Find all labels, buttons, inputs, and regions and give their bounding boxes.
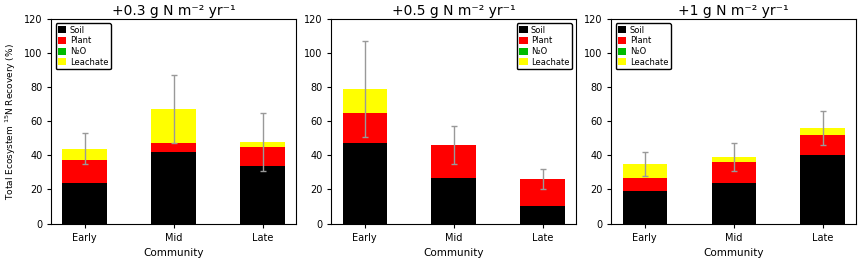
Bar: [63, 149, 107, 161]
Bar: [342, 113, 387, 143]
Bar: [342, 89, 387, 113]
X-axis label: Community: Community: [703, 248, 764, 258]
Bar: [801, 128, 845, 135]
Title: +0.3 g N m⁻² yr⁻¹: +0.3 g N m⁻² yr⁻¹: [112, 4, 236, 18]
Legend: Soil, Plant, N₂O, Leachate: Soil, Plant, N₂O, Leachate: [56, 23, 111, 69]
Bar: [432, 178, 476, 223]
Bar: [711, 183, 756, 223]
X-axis label: Community: Community: [423, 248, 484, 258]
Bar: [432, 145, 476, 178]
Bar: [63, 161, 107, 183]
Bar: [711, 157, 756, 162]
Title: +1 g N m⁻² yr⁻¹: +1 g N m⁻² yr⁻¹: [679, 4, 789, 18]
Bar: [520, 206, 565, 223]
Bar: [342, 143, 387, 223]
Bar: [623, 164, 667, 178]
Y-axis label: Total Ecosystem $^{15}$N Recovery (%): Total Ecosystem $^{15}$N Recovery (%): [4, 43, 18, 200]
Bar: [151, 143, 196, 152]
Bar: [623, 178, 667, 191]
Bar: [241, 166, 285, 223]
Bar: [241, 142, 285, 147]
Bar: [63, 183, 107, 223]
Bar: [801, 135, 845, 155]
Bar: [241, 147, 285, 166]
Legend: Soil, Plant, N₂O, Leachate: Soil, Plant, N₂O, Leachate: [517, 23, 572, 69]
Bar: [711, 162, 756, 183]
Bar: [151, 152, 196, 223]
Bar: [151, 109, 196, 143]
Bar: [623, 191, 667, 223]
X-axis label: Community: Community: [144, 248, 204, 258]
Bar: [801, 155, 845, 223]
Legend: Soil, Plant, N₂O, Leachate: Soil, Plant, N₂O, Leachate: [616, 23, 671, 69]
Title: +0.5 g N m⁻² yr⁻¹: +0.5 g N m⁻² yr⁻¹: [392, 4, 515, 18]
Bar: [520, 179, 565, 206]
